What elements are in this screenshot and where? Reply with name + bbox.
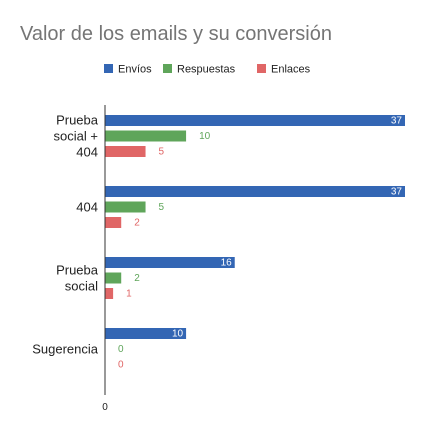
bar-0-1 <box>105 130 187 142</box>
legend-swatch-1 <box>163 64 172 73</box>
category-label-0-1: social + <box>54 129 98 144</box>
x-tick-label-0: 0 <box>102 402 108 413</box>
legend: Envíos Respuestas Enlaces <box>104 64 311 76</box>
bar-2-1 <box>105 272 122 284</box>
x-axis-ticks: 0 <box>102 402 108 413</box>
category-label-3-0: Sugerencia <box>32 342 99 357</box>
category-label-0-2: 404 <box>76 145 98 160</box>
category-label-2-1: social <box>65 279 98 294</box>
bar-2-2 <box>105 288 114 299</box>
bar-0-0 <box>105 115 405 126</box>
data-label-3-0: 10 <box>172 329 184 340</box>
data-label-2-0: 16 <box>221 258 233 269</box>
data-label-1-2: 2 <box>134 218 140 229</box>
data-label-0-0: 37 <box>391 116 403 127</box>
data-label-2-2: 1 <box>126 289 132 300</box>
bar-1-1 <box>105 201 146 213</box>
data-label-0-2: 5 <box>159 147 165 158</box>
legend-label-1: Respuestas <box>177 64 236 76</box>
bar-1-2 <box>105 217 122 228</box>
category-label-1-0: 404 <box>76 200 98 215</box>
chart-title: Valor de los emails y su conversión <box>20 23 332 45</box>
legend-swatch-0 <box>104 64 113 73</box>
legend-label-2: Enlaces <box>271 64 311 76</box>
data-label-3-2: 0 <box>118 360 124 371</box>
data-label-2-1: 2 <box>134 273 140 284</box>
bar-1-0 <box>105 186 405 197</box>
data-label-0-1: 10 <box>199 131 211 142</box>
bar-3-0 <box>105 328 187 339</box>
bar-2-0 <box>105 257 235 268</box>
data-label-1-0: 37 <box>391 187 403 198</box>
category-label-2-0: Prueba <box>56 263 99 278</box>
category-label-0-0: Prueba <box>56 113 99 128</box>
legend-swatch-2 <box>257 64 266 73</box>
data-label-3-1: 0 <box>118 344 124 355</box>
bar-0-2 <box>105 146 146 157</box>
legend-label-0: Envíos <box>118 64 152 76</box>
data-label-1-1: 5 <box>159 202 165 213</box>
